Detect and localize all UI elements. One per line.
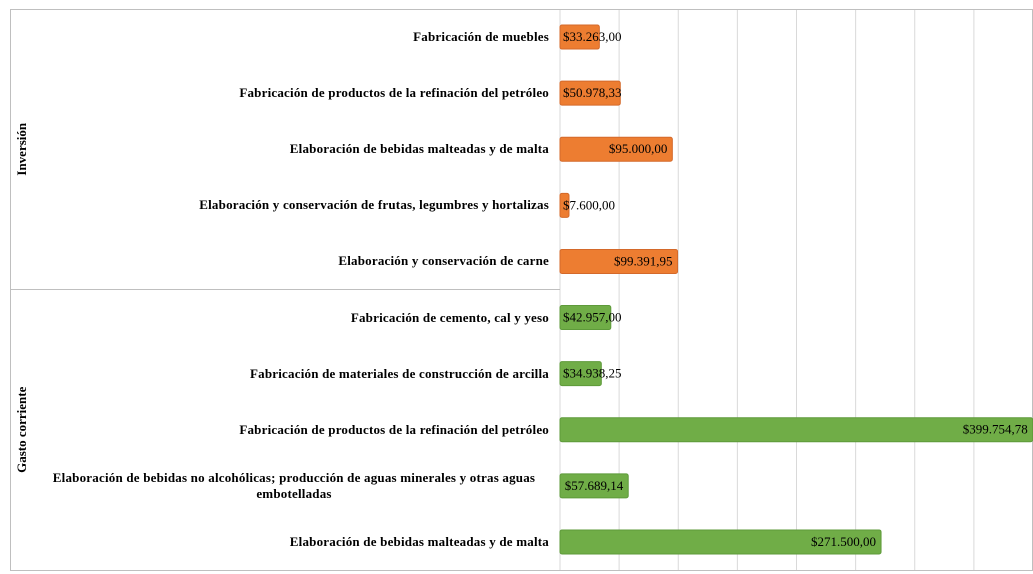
bar [559, 529, 882, 555]
data-label: $57.689,14 [565, 478, 624, 493]
data-label: $42.957,00 [563, 310, 622, 325]
category-label: Fabricación de productos de la refinació… [239, 421, 549, 437]
category-label: Elaboración y conservación de carne [338, 253, 549, 269]
bar [559, 136, 673, 162]
category-label: Fabricación de materiales de construcció… [250, 365, 549, 381]
data-label: $95.000,00 [609, 141, 668, 156]
bar [559, 80, 621, 106]
category-label: Elaboración y conservación de frutas, le… [199, 197, 549, 213]
group-label: Gasto corriente [14, 386, 29, 473]
data-label: $271.500,00 [811, 534, 876, 549]
category-label: Fabricación de muebles [413, 29, 549, 45]
data-label: $50.978,33 [563, 85, 622, 100]
bar [559, 305, 612, 331]
category-label: Elaboración de bebidas malteadas y de ma… [289, 141, 549, 157]
bar [559, 473, 629, 499]
data-label: $34.938,25 [563, 366, 622, 381]
category-label: Elaboración de bebidas no alcohólicas; p… [52, 469, 536, 501]
bar [559, 24, 600, 50]
data-label: $7.600,00 [563, 197, 615, 212]
bar [559, 192, 570, 218]
data-label: $99.391,95 [614, 253, 673, 268]
category-label: Fabricación de productos de la refinació… [239, 85, 549, 101]
category-label: Elaboración de bebidas malteadas y de ma… [289, 533, 549, 549]
category-label: Fabricación de cemento, cal y yeso [350, 309, 549, 325]
bar [559, 248, 679, 274]
data-label: $399.754,78 [963, 422, 1028, 437]
data-label: $33.263,00 [563, 29, 622, 44]
group-label: Inversión [14, 122, 29, 176]
bar [559, 361, 602, 387]
